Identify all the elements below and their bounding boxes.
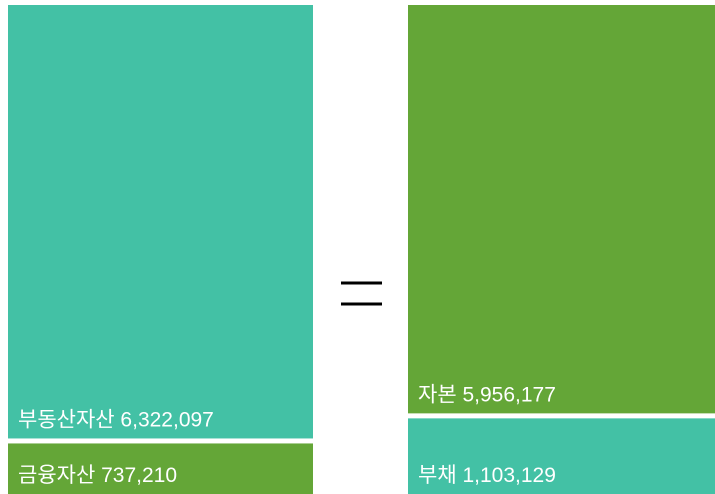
real-estate-assets-label: 부동산자산 6,322,097	[18, 408, 214, 431]
equals-sign-icon	[341, 281, 382, 306]
liabilities-bar	[408, 418, 715, 494]
equity-label: 자본 5,956,177	[418, 383, 556, 406]
assets-column: 부동산자산 6,322,097 금융자산 737,210	[8, 5, 313, 494]
financial-assets-bar	[8, 443, 313, 494]
liabilities-equity-column: 자본 5,956,177 부채 1,103,129	[408, 5, 715, 494]
financial-assets-label: 금융자산 737,210	[18, 464, 177, 487]
real-estate-assets-bar	[8, 5, 313, 439]
liabilities-label: 부채 1,103,129	[418, 464, 556, 487]
equity-bar	[408, 5, 715, 414]
